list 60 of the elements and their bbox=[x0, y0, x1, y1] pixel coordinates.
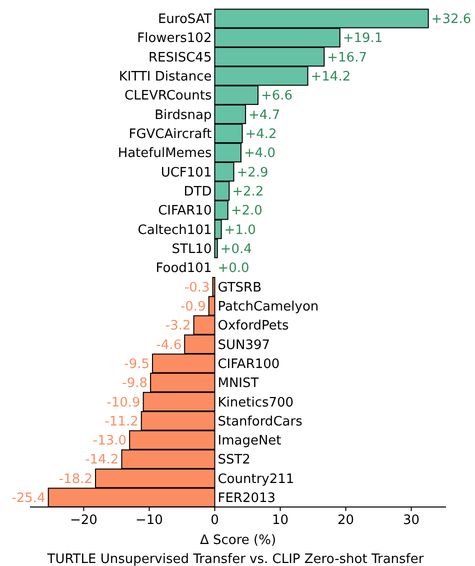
y-tick-label: Birdsnap bbox=[154, 108, 212, 123]
data-label: +0.4 bbox=[220, 242, 252, 257]
y-tick-label: Country211 bbox=[218, 472, 294, 487]
data-label: +14.2 bbox=[310, 70, 351, 85]
y-tick-label: UCF101 bbox=[160, 165, 212, 180]
y-tick-label: CIFAR100 bbox=[218, 356, 280, 372]
x-tick-label: 30 bbox=[403, 513, 420, 528]
data-label: -9.5 bbox=[124, 356, 150, 372]
y-tick-label: GTSRB bbox=[218, 280, 262, 296]
data-label: -4.6 bbox=[156, 338, 182, 353]
data-label: +19.1 bbox=[342, 31, 383, 46]
y-tick-label: Kinetics700 bbox=[218, 395, 294, 410]
y-tick-label: CLEVRCounts bbox=[124, 88, 212, 104]
y-tick-label: STL10 bbox=[172, 242, 212, 257]
y-tick-label: EuroSAT bbox=[158, 12, 212, 28]
y-tick-label: PatchCamelyon bbox=[218, 299, 319, 314]
data-label: -0.3 bbox=[184, 280, 210, 296]
data-label: -25.4 bbox=[12, 491, 46, 506]
y-tick-label: RESISC45 bbox=[148, 50, 212, 66]
y-tick-label: Food101 bbox=[156, 261, 212, 276]
data-label: +0.0 bbox=[218, 261, 250, 276]
data-label: +16.7 bbox=[327, 50, 367, 66]
data-label: +2.0 bbox=[230, 204, 262, 219]
data-label: +2.9 bbox=[236, 165, 268, 180]
y-tick-label: DTD bbox=[184, 184, 212, 200]
y-tick-label: FER2013 bbox=[218, 491, 276, 506]
x-tick-label: −10 bbox=[136, 513, 163, 528]
data-label: -3.2 bbox=[165, 318, 191, 334]
x-axis-title: Δ Score (%) bbox=[200, 533, 276, 548]
y-tick-label: HatefulMemes bbox=[118, 146, 212, 162]
y-tick-label: KITTI Distance bbox=[118, 70, 212, 85]
data-label: -11.2 bbox=[104, 414, 138, 430]
data-label: -13.0 bbox=[92, 434, 127, 449]
y-tick-label: StanfordCars bbox=[218, 414, 303, 430]
data-label: +4.2 bbox=[245, 127, 277, 142]
data-label: -9.8 bbox=[122, 376, 148, 392]
data-label: +2.2 bbox=[232, 184, 264, 200]
x-tick-label: −20 bbox=[70, 513, 98, 528]
y-tick-label: SUN397 bbox=[218, 338, 270, 353]
data-label: +1.0 bbox=[224, 222, 256, 238]
y-tick-label: FGVCAircraft bbox=[128, 127, 212, 142]
text: TURTLE Unsupervised Transfer vs. CLIP Zero-shot Transfer bbox=[46, 552, 424, 566]
data-label: -14.2 bbox=[85, 452, 119, 468]
x-tick-label: 20 bbox=[337, 513, 354, 528]
data-label: +4.0 bbox=[244, 146, 276, 162]
y-tick-label: OxfordPets bbox=[218, 318, 290, 334]
data-label: +6.6 bbox=[260, 88, 293, 104]
data-label: -18.2 bbox=[58, 472, 93, 487]
y-tick-label: MNIST bbox=[218, 376, 259, 392]
y-tick-label: Caltech101 bbox=[138, 222, 212, 238]
x-tick-label: 10 bbox=[272, 513, 289, 528]
data-label: +4.7 bbox=[248, 108, 280, 123]
y-tick-label: CIFAR10 bbox=[158, 204, 212, 219]
data-label: +32.6 bbox=[431, 12, 472, 28]
data-label: -0.9 bbox=[180, 299, 206, 314]
data-label: -10.9 bbox=[106, 395, 140, 410]
y-tick-label: ImageNet bbox=[218, 434, 282, 449]
y-tick-label: Flowers102 bbox=[137, 31, 212, 46]
x-tick-label: 0 bbox=[210, 513, 219, 528]
y-tick-label: SST2 bbox=[218, 452, 250, 468]
